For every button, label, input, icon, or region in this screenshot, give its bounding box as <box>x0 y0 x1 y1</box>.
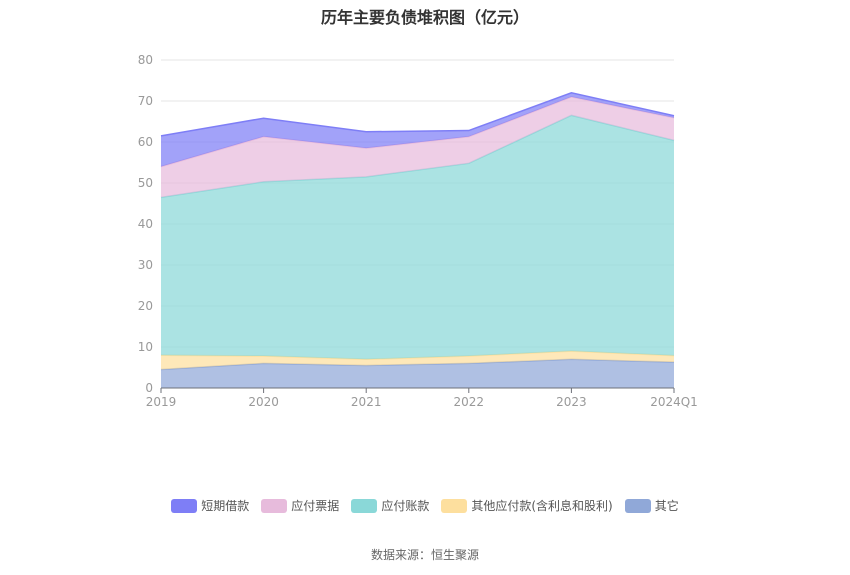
legend-label: 短期借款 <box>201 499 250 513</box>
legend-item[interactable]: 短期借款 <box>171 497 249 514</box>
legend-label: 其他应付款(含利息和股利) <box>471 499 613 513</box>
legend-swatch <box>351 498 378 513</box>
legend-label: 应付票据 <box>291 499 340 513</box>
y-tick-label: 80 <box>138 53 153 67</box>
y-tick-label: 0 <box>145 381 153 395</box>
y-tick-label: 20 <box>138 299 153 313</box>
axes: 0 10 20 30 40 50 60 70 80 2019 2020 2021 2022 2023 202… <box>138 53 698 409</box>
area-0 <box>161 359 674 388</box>
area-4 <box>161 92 674 167</box>
y-tick-label: 40 <box>138 217 153 231</box>
area-series <box>160 92 675 388</box>
x-tick-label: 2023 <box>556 395 587 409</box>
legend-label: 应付账款 <box>381 499 430 513</box>
source-note: 数据来源：恒生聚源 <box>370 548 479 562</box>
legend-swatch <box>261 498 288 513</box>
area-3 <box>161 96 674 198</box>
legend-swatch <box>624 498 651 513</box>
area-1 <box>161 351 674 370</box>
y-tick-label: 60 <box>138 135 153 149</box>
y-tick-label: 50 <box>138 176 153 190</box>
y-tick-label: 10 <box>138 340 153 354</box>
x-tick-label: 2021 <box>351 395 382 409</box>
legend-item[interactable]: 其他应付款(含利息和股利) <box>441 497 613 514</box>
legend-item[interactable]: 应付账款 <box>351 497 429 514</box>
x-tick-label: 2019 <box>146 395 177 409</box>
legend-swatch <box>171 498 198 513</box>
x-tick-label: 2020 <box>248 395 279 409</box>
area-2 <box>161 115 674 360</box>
x-tick-label: 2024Q1 <box>650 395 698 409</box>
legend-swatch <box>441 498 468 513</box>
area-line-3 <box>160 96 675 168</box>
legend-item[interactable]: 应付票据 <box>261 497 339 514</box>
y-tick-label: 30 <box>138 258 153 272</box>
legend-label: 其它 <box>654 499 679 513</box>
area-line-4 <box>160 92 675 137</box>
chart-title: 历年主要负债堆积图（亿元） <box>320 8 529 27</box>
legend-item[interactable]: 其它 <box>624 497 679 514</box>
legend: 短期借款 应付票据 应付账款 其他应付款(含利息和股利) 其它 <box>0 497 850 514</box>
x-tick-label: 2022 <box>454 395 485 409</box>
y-tick-label: 70 <box>138 94 153 108</box>
